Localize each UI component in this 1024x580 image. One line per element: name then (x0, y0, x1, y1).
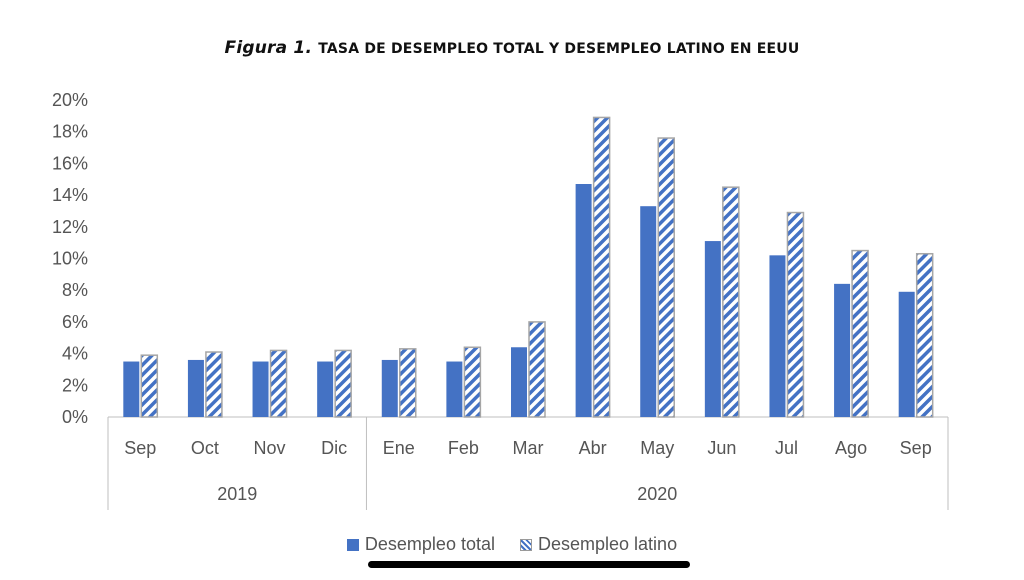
bar-desempleo-total (704, 241, 721, 417)
x-tick-label: Oct (191, 438, 219, 458)
legend: Desempleo total Desempleo latino (0, 534, 1024, 556)
legend-label-total: Desempleo total (364, 534, 495, 554)
y-tick-label: 4% (62, 344, 88, 364)
bar-desempleo-latino (528, 321, 546, 418)
y-tick-label: 16% (52, 153, 88, 173)
legend-swatch-solid (346, 538, 359, 551)
group-label: 2019 (217, 484, 257, 504)
x-tick-label: Nov (254, 438, 286, 458)
x-tick-label: Feb (448, 438, 479, 458)
bar-desempleo-total (187, 359, 204, 417)
x-tick-label: May (640, 438, 674, 458)
category-labels: Sep Oct Nov Dic Ene Feb Mar Abr May Jun Jul Ago Sep (124, 438, 931, 458)
bar-desempleo-total (640, 206, 657, 417)
y-axis-ticks: 0% 2% 4% 6% 8% 10% 12% 14% 16% 18% 20% (52, 90, 88, 427)
bar-desempleo-latino (657, 137, 675, 418)
group-label: 2020 (637, 484, 677, 504)
legend-item-total: Desempleo total (346, 534, 495, 555)
bar-desempleo-total (381, 359, 398, 417)
bar-desempleo-latino (592, 116, 611, 418)
x-tick-label: Dic (321, 438, 347, 458)
bar-desempleo-latino (269, 349, 288, 418)
legend-item-latino: Desempleo latino (520, 534, 677, 555)
bar-desempleo-latino (722, 186, 740, 418)
bar-desempleo-total (252, 361, 269, 417)
x-tick-label: Mar (513, 438, 544, 458)
bars (123, 116, 934, 418)
y-tick-label: 10% (52, 249, 88, 269)
bar-desempleo-latino (205, 351, 223, 418)
bar-desempleo-latino (334, 349, 352, 418)
y-tick-label: 12% (52, 217, 88, 237)
bar-desempleo-latino (463, 346, 482, 418)
bar-desempleo-total (123, 361, 140, 417)
y-tick-label: 0% (62, 407, 88, 427)
group-labels: 2019 2020 (217, 484, 677, 504)
x-tick-label: Ene (383, 438, 415, 458)
home-indicator[interactable] (368, 561, 690, 568)
bar-desempleo-latino (399, 348, 417, 418)
y-tick-label: 20% (52, 90, 88, 110)
bar-desempleo-total (446, 361, 463, 417)
bar-desempleo-latino (140, 354, 159, 418)
bar-desempleo-latino (915, 252, 934, 418)
y-tick-label: 2% (62, 375, 88, 395)
y-tick-label: 6% (62, 312, 88, 332)
axes (107, 416, 949, 510)
y-tick-label: 8% (62, 280, 88, 300)
bar-desempleo-total (898, 291, 915, 417)
bar-desempleo-total (317, 361, 334, 417)
x-tick-label: Abr (579, 438, 607, 458)
x-tick-label: Ago (835, 438, 867, 458)
y-tick-label: 18% (52, 122, 88, 142)
x-tick-label: Jun (707, 438, 736, 458)
bar-desempleo-total (769, 255, 786, 417)
legend-swatch-hatched (520, 538, 532, 551)
x-tick-label: Jul (775, 438, 798, 458)
y-tick-label: 14% (52, 185, 88, 205)
bar-desempleo-total (834, 283, 851, 417)
legend-label-latino: Desempleo latino (538, 534, 678, 554)
bar-desempleo-total (511, 347, 527, 417)
figure-number: Figura 1. (224, 38, 313, 58)
chart-title: Figura 1. Tasa de desempleo total y dese… (0, 38, 1024, 58)
x-tick-label: Sep (124, 438, 156, 458)
bar-desempleo-latino (786, 211, 805, 418)
bar-desempleo-latino (851, 249, 869, 418)
chart-title-text: Tasa de desempleo total y desempleo lati… (318, 41, 800, 57)
bar-desempleo-total (575, 184, 592, 417)
x-tick-label: Sep (900, 438, 932, 458)
